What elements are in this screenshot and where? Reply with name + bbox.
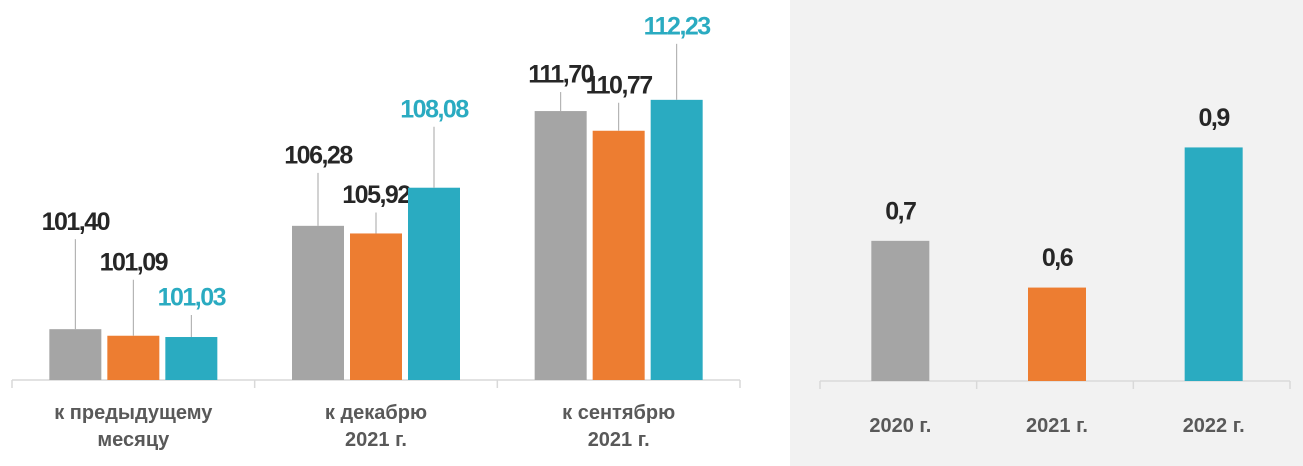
x-tick-label: к сентябрю 2021 г. [562, 402, 676, 451]
bar [871, 240, 930, 381]
value-label: 112,23 [644, 12, 711, 40]
value-label: 101,09 [100, 248, 168, 276]
x-tick-label: 2022 г. [1182, 415, 1245, 437]
bar [650, 99, 703, 380]
value-label: 0,7 [885, 197, 916, 225]
bar [350, 233, 402, 380]
x-tick-label: к декабрю 2021 г. [324, 402, 428, 451]
value-label: 108,08 [400, 95, 469, 123]
bar [292, 225, 344, 380]
x-tick-label: 2020 г. [869, 415, 932, 437]
value-label: 0,9 [1199, 104, 1230, 132]
value-label: 110,77 [586, 71, 653, 99]
bar [1184, 147, 1243, 381]
x-tick-label: к предыдущему месяцу [54, 402, 213, 451]
bar [49, 329, 102, 380]
bar [1028, 287, 1086, 381]
value-label: 105,92 [342, 181, 410, 209]
value-label: 101,40 [42, 208, 110, 236]
value-label: 111,70 [528, 61, 593, 89]
value-label: 0,6 [1042, 244, 1073, 272]
value-label: 106,28 [284, 141, 353, 169]
x-tick-label: 2021 г. [1026, 415, 1088, 437]
bar [408, 187, 460, 380]
bar [592, 130, 645, 380]
bar [107, 335, 160, 380]
bar [534, 111, 587, 380]
value-label: 101,03 [158, 284, 226, 312]
bar [165, 337, 218, 380]
